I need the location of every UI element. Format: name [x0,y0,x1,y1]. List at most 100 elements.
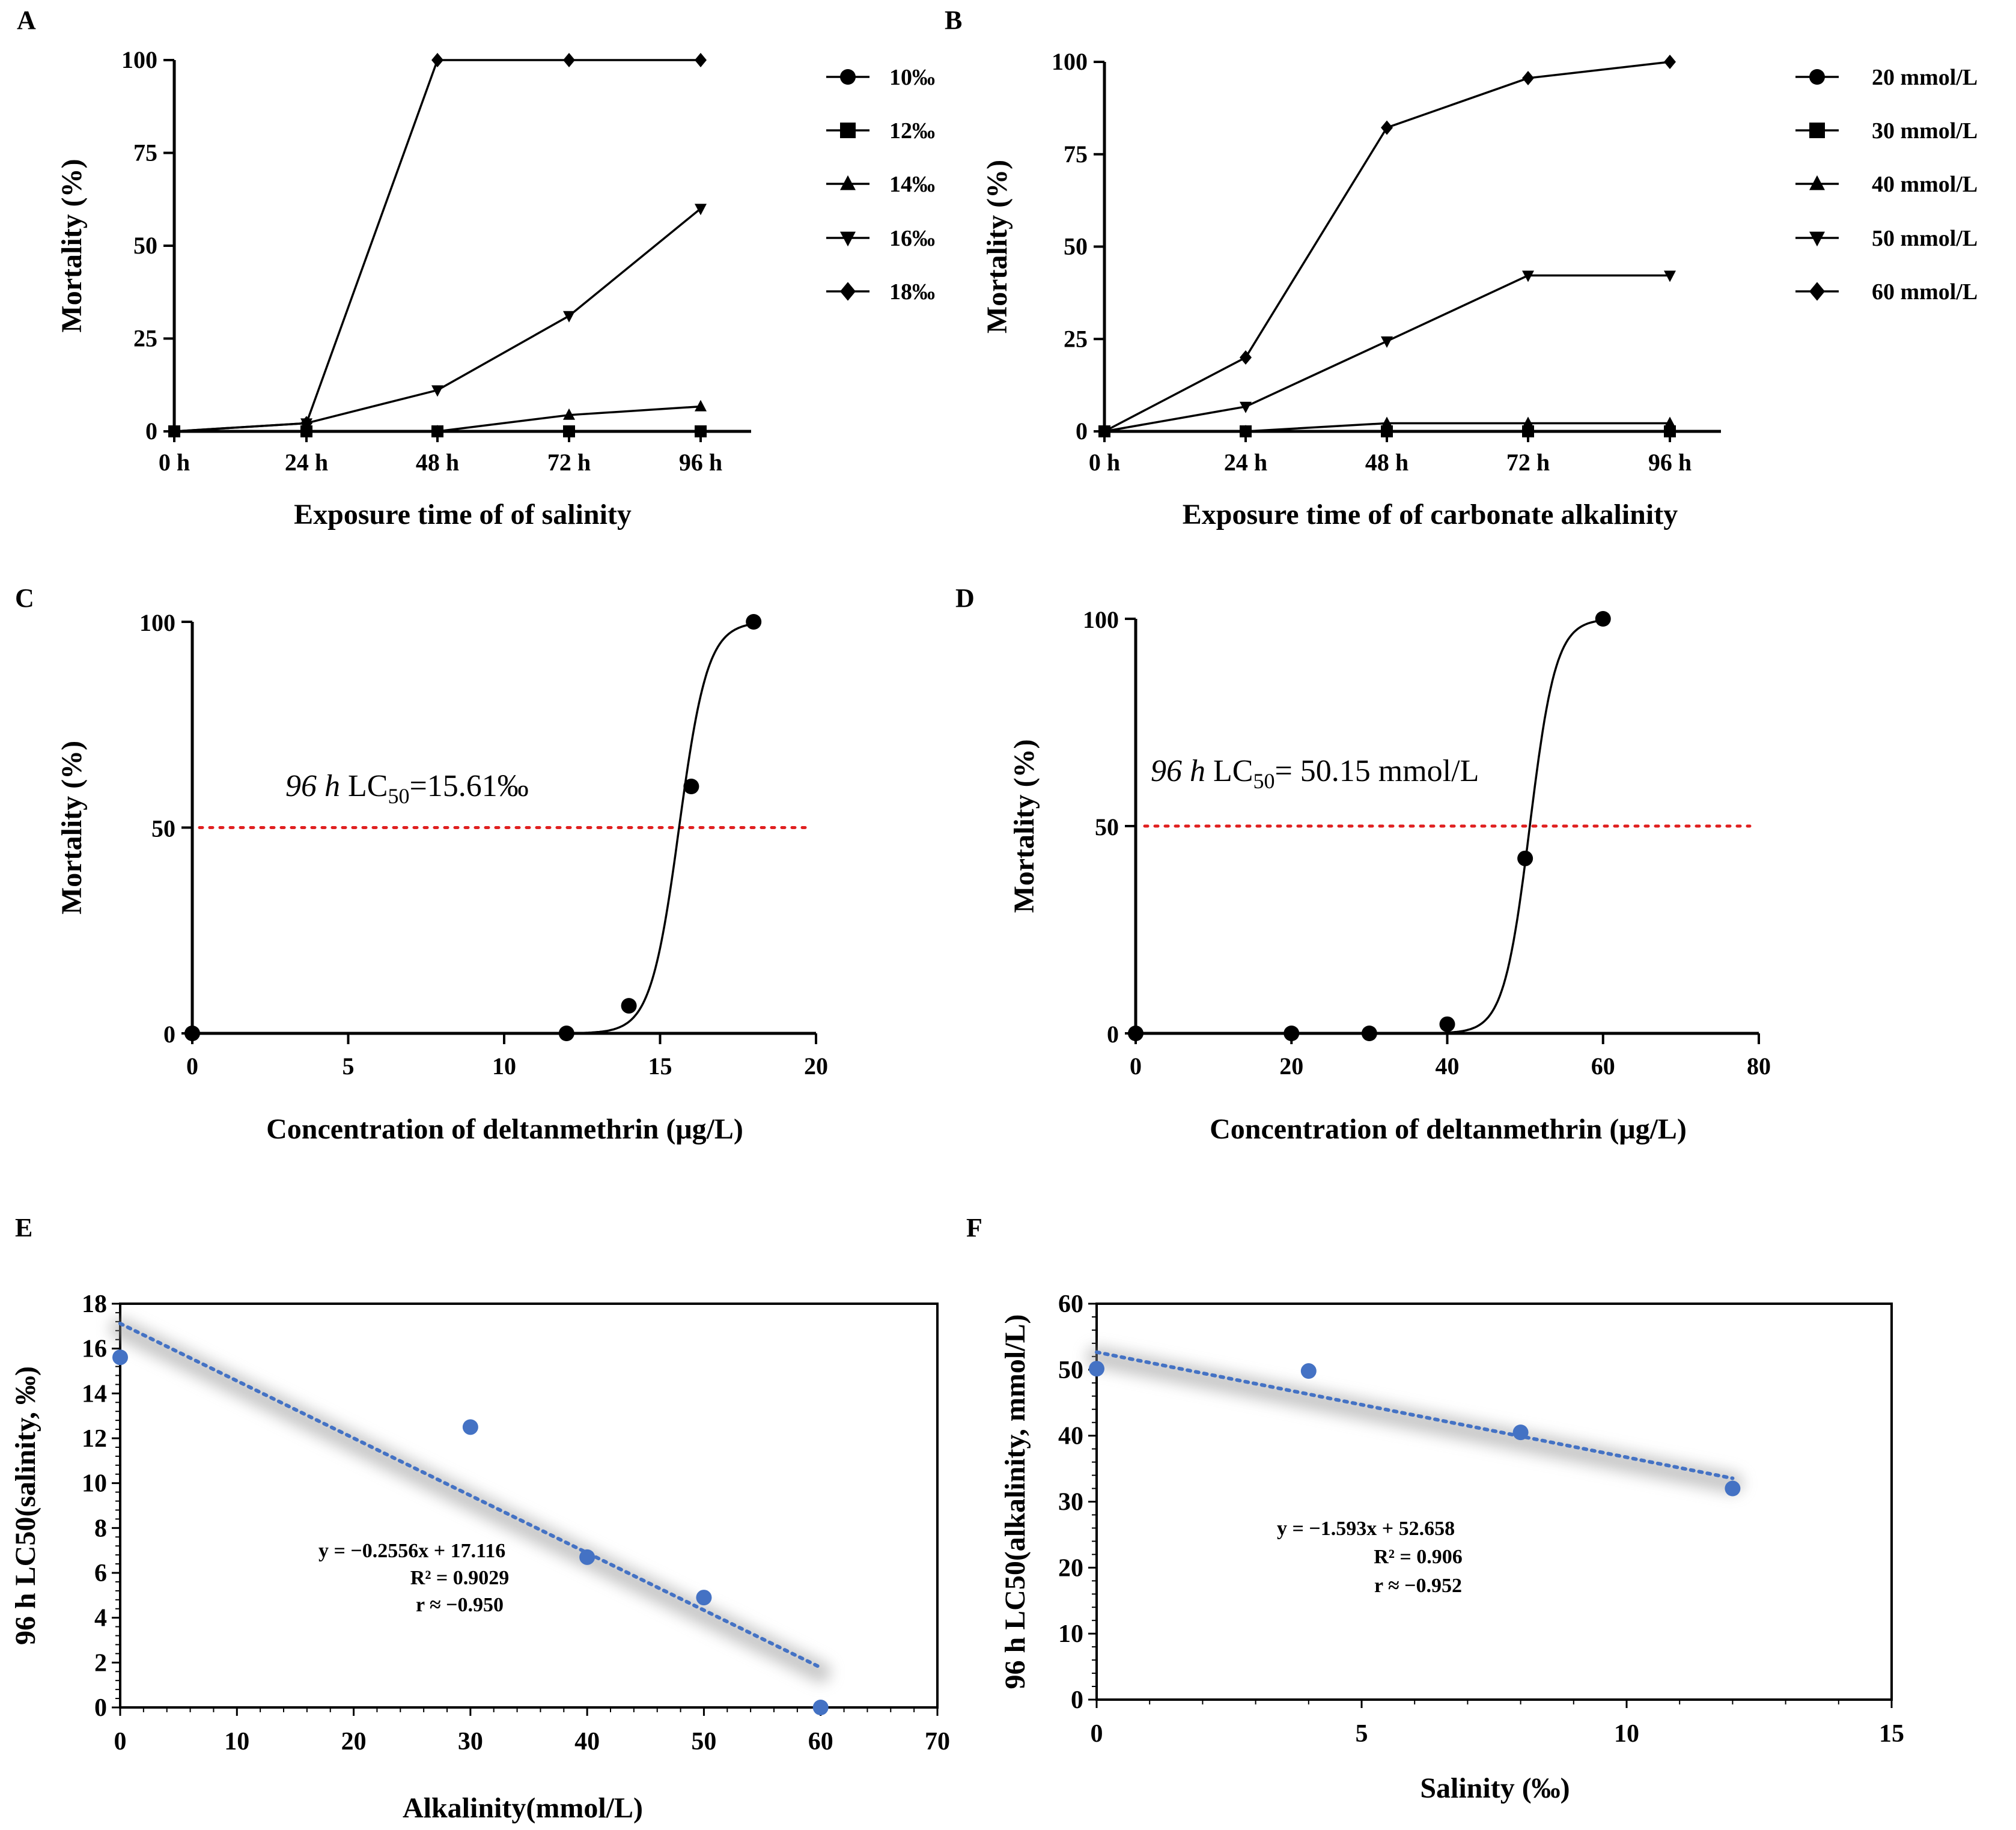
x-tick-label: 40 [574,1728,600,1756]
legend-label: 40 mmol/L [1872,172,1978,197]
series-line [174,207,702,433]
x-tick-label: 60 [1591,1053,1615,1080]
lc50-annotation-subscript: 50 [1253,769,1274,793]
y-tick-label: 75 [1064,141,1088,168]
y-axis-title: 96 h LC50(salinity, ‰) [10,1366,41,1645]
y-axis-title: Mortality (%) [1008,739,1040,913]
x-axis-title: Exposure time of of salinity [294,499,632,530]
panel-e: E 0 2 4 6 8 10 12 14 16 18 0 10 20 30 40 50 60 70 Alkalinit… [10,1213,950,1824]
lc50-annotation: 96 h LC50=15.61‰ [285,769,529,808]
data-point [300,416,312,431]
data-point [695,53,707,67]
legend-marker [840,231,856,247]
data-point [112,1349,128,1366]
legend-marker [840,69,856,85]
data-point [695,425,707,437]
y-tick-label: 0 [163,1021,175,1048]
data-point [1098,424,1110,439]
data-point [812,1700,829,1715]
y-tick-label: 50 [1064,233,1088,260]
y-tick-label: 50 [1095,813,1119,841]
legend-label: 30 mmol/L [1872,118,1978,144]
y-tick-label: 100 [1052,48,1088,75]
legend-marker [1809,69,1825,85]
data-point [563,311,575,323]
data-point [683,779,699,794]
x-tick-label: 0 h [159,449,190,476]
data-point [431,425,443,436]
legend-marker [1809,123,1825,138]
legend-label: 20 mmol/L [1872,65,1978,90]
data-point [1381,416,1393,428]
fit-curve [566,622,754,1035]
panel-label: A [17,5,36,35]
y-axis-title: Mortality (%) [981,160,1013,333]
x-tick-label: 40 [1436,1053,1460,1080]
regression-equation-line: r ≈ −0.952 [1374,1575,1462,1597]
data-point [695,204,707,216]
x-tick-label: 20 [1279,1053,1303,1080]
data-point [746,614,762,630]
y-tick-label: 0 [1107,1021,1119,1048]
trendline-shadow [1086,1346,1743,1494]
plot-frame [119,1303,939,1709]
x-tick-label: 96 h [679,449,722,476]
x-tick-label: 20 [804,1053,828,1080]
x-tick-label: 0 [1130,1053,1142,1080]
data-point [1517,850,1533,866]
lc50-annotation-time: 96 h [1151,754,1205,788]
y-tick-label: 40 [1058,1423,1083,1450]
data-point [1522,425,1534,437]
y-tick-label: 50 [133,232,157,259]
x-tick-label: 24 h [285,449,328,476]
y-tick-label: 6 [94,1560,107,1587]
x-axis-title: Concentration of deltanmethrin (μg/L) [1210,1113,1687,1145]
y-tick-label: 10 [82,1470,107,1498]
x-tick-label: 30 [458,1728,483,1756]
legend-marker [1809,175,1825,190]
series-line [174,59,701,433]
data-point [1522,270,1534,282]
lc50-annotation-time: 96 h [285,769,340,803]
regression-equation-line: r ≈ −0.950 [416,1594,504,1616]
data-point [1284,1026,1300,1041]
data-point [621,998,637,1014]
data-point [558,1026,574,1041]
plot-frame [1095,1303,1893,1701]
legend-label: 50 mmol/L [1872,226,1978,251]
series-line [1104,274,1670,433]
x-tick-label: 72 h [1506,449,1550,476]
legend-marker [840,123,856,138]
legend-marker [1809,231,1825,247]
panel-label: E [15,1213,32,1242]
data-point [563,425,575,437]
fit-curve [1369,619,1604,1035]
y-tick-label: 50 [151,815,175,842]
y-tick-label: 10 [1058,1620,1083,1648]
x-tick-label: 70 [925,1728,950,1756]
legend-marker [840,282,856,301]
data-point [1381,425,1393,437]
x-axis-title: Alkalinity(mmol/L) [403,1792,643,1824]
trendline-shadow [110,1318,831,1683]
y-axis-title: Mortality (%) [56,741,88,914]
data-point [1664,55,1676,69]
data-point [563,408,575,420]
data-point [1522,416,1534,428]
x-tick-label: 48 h [1365,449,1408,476]
x-tick-label: 5 [343,1053,355,1080]
data-point [431,53,443,67]
y-tick-label: 0 [145,418,157,445]
data-point [1240,350,1252,365]
y-tick-label: 30 [1058,1489,1083,1516]
y-tick-label: 0 [94,1694,107,1722]
data-point [1664,270,1676,282]
panel-a: A 0 25 50 75 100 0 h 24 h 48 h 72 h 96 h Exposure t… [17,5,935,530]
regression-equation-line: y = −0.2556x + 17.116 [318,1540,505,1562]
data-point [1300,1363,1317,1379]
y-axis-title: 96 h LC50(alkalinity, mmol/L) [999,1314,1031,1689]
x-axis-title: Concentration of deltanmethrin (μg/L) [266,1113,743,1145]
panel-c: C 0 50 100 0 5 10 15 20 Concentration of deltanme… [15,583,828,1145]
data-point [1664,416,1676,428]
